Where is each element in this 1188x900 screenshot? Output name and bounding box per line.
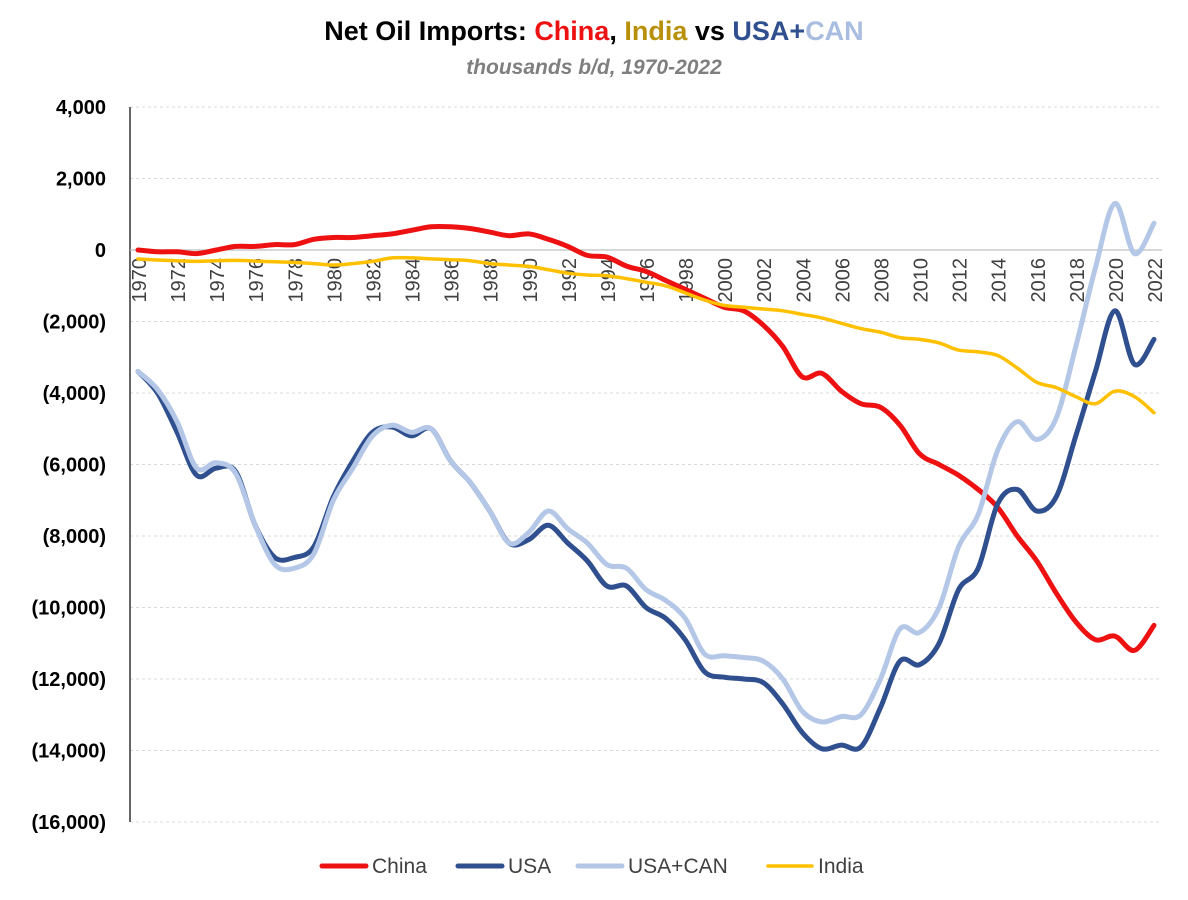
y-tick-label-8: (12,000) xyxy=(32,669,107,691)
title-part-3: India xyxy=(624,16,688,46)
x-tick-label-5: 1980 xyxy=(324,258,346,303)
x-tick-label-22: 2014 xyxy=(989,258,1011,303)
x-tick-label-3: 1976 xyxy=(246,258,268,303)
series-line-usa-can xyxy=(135,200,1157,725)
x-tick-label-24: 2018 xyxy=(1067,258,1089,303)
x-tick-label-0: 1970 xyxy=(129,258,151,303)
x-tick-label-26: 2022 xyxy=(1145,258,1167,303)
y-tick-label-7: (10,000) xyxy=(32,598,107,620)
x-tick-label-21: 2012 xyxy=(950,258,972,303)
y-tick-label-10: (16,000) xyxy=(32,812,107,834)
y-tick-label-1: 2,000 xyxy=(56,169,106,191)
x-tick-label-19: 2008 xyxy=(871,258,893,303)
legend-label-usa-can: USA+CAN xyxy=(628,855,728,878)
x-tick-label-8: 1986 xyxy=(442,258,464,303)
chart-title: Net Oil Imports: China, India vs USA+CAN xyxy=(0,16,1188,47)
series-line-usa xyxy=(135,308,1157,752)
x-tick-label-11: 1992 xyxy=(559,258,581,303)
y-tick-label-5: (6,000) xyxy=(43,455,106,477)
y-tick-label-6: (8,000) xyxy=(43,526,106,548)
x-tick-label-20: 2010 xyxy=(911,258,933,303)
title-part-5: USA+ xyxy=(732,16,806,46)
x-tick-label-23: 2016 xyxy=(1028,258,1050,303)
y-tick-label-4: (4,000) xyxy=(43,383,106,405)
x-tick-label-9: 1988 xyxy=(481,258,503,303)
x-tick-label-17: 2004 xyxy=(793,258,815,303)
title-part-4: vs xyxy=(687,16,733,46)
x-tick-label-16: 2002 xyxy=(754,258,776,303)
legend-label-usa: USA xyxy=(508,855,551,878)
y-tick-label-3: (2,000) xyxy=(43,312,106,334)
chart-subtitle: thousands b/d, 1970-2022 xyxy=(466,56,722,79)
x-tick-label-12: 1994 xyxy=(598,258,620,303)
title-part-0: Net Oil Imports: xyxy=(324,16,535,46)
x-tick-label-15: 2000 xyxy=(715,258,737,303)
x-tick-label-25: 2020 xyxy=(1106,258,1128,303)
x-tick-label-6: 1982 xyxy=(363,258,385,303)
legend-label-india: India xyxy=(818,855,864,878)
legend-label-china: China xyxy=(372,855,427,878)
x-tick-label-4: 1978 xyxy=(285,258,307,303)
x-tick-label-1: 1972 xyxy=(168,258,190,303)
series-line-india xyxy=(136,255,1156,415)
x-tick-label-7: 1984 xyxy=(403,258,425,303)
title-part-2: , xyxy=(609,16,625,46)
x-tick-label-18: 2006 xyxy=(832,258,854,303)
title-part-1: China xyxy=(534,16,610,46)
title-part-6: CAN xyxy=(805,16,864,46)
y-tick-label-0: 4,000 xyxy=(56,97,106,119)
y-tick-label-2: 0 xyxy=(95,240,106,262)
y-tick-label-9: (14,000) xyxy=(32,741,107,763)
x-tick-label-2: 1974 xyxy=(207,258,229,303)
